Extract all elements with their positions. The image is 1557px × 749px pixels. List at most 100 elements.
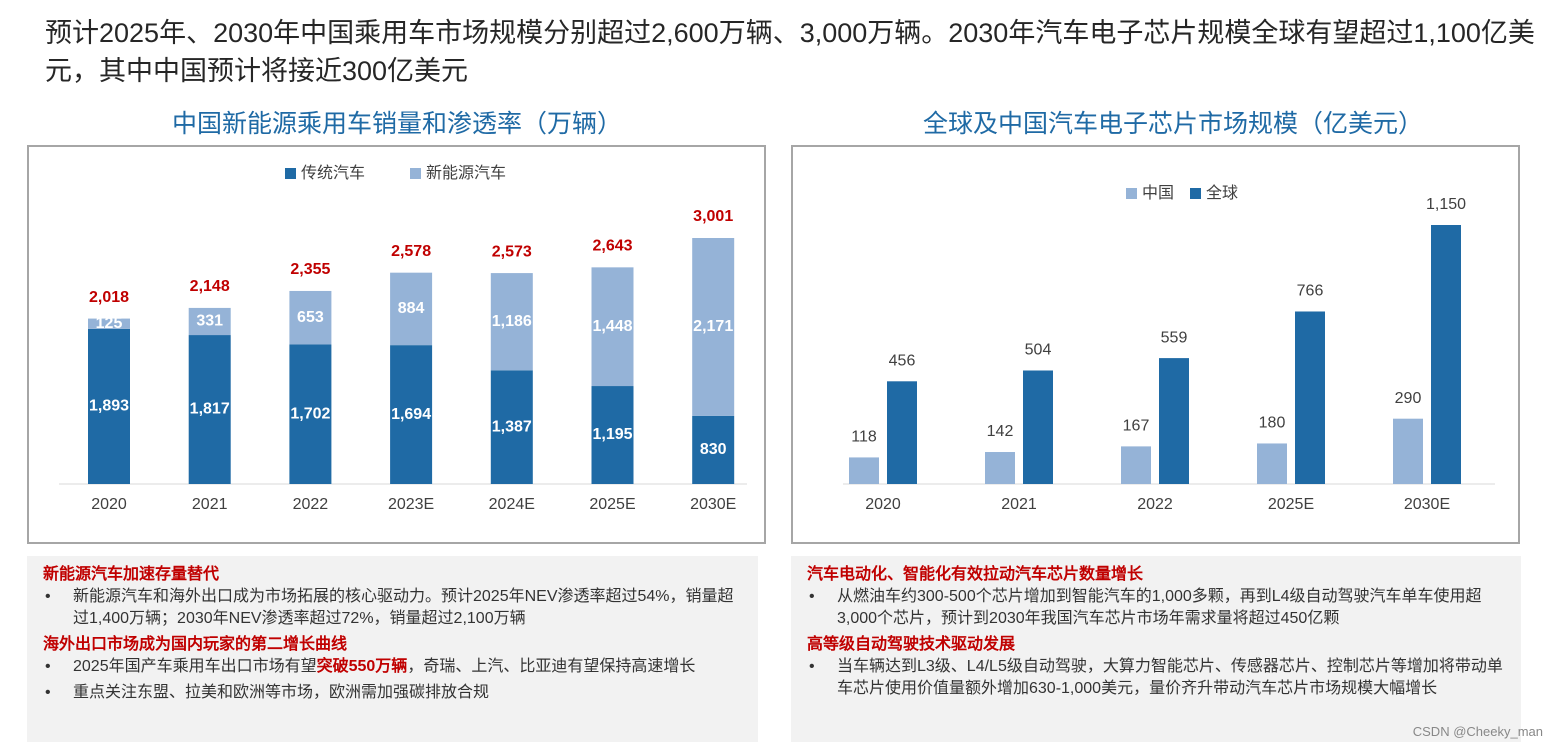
note-text: ，奇瑞、上汽、比亚迪有望保持高速增长 xyxy=(407,658,696,675)
bar xyxy=(1295,311,1325,484)
bar-label: 125 xyxy=(96,315,123,332)
bar-label: 653 xyxy=(297,309,324,326)
watermark: CSDN @Cheeky_man xyxy=(1412,724,1543,739)
bar-segment xyxy=(490,273,533,371)
bar xyxy=(985,452,1015,484)
total-label: 2,355 xyxy=(290,261,330,278)
note-text: 当车辆达到L3级、L4/L5级自动驾驶，大算力智能芯片、传感器芯片、控制芯片等增… xyxy=(837,658,1503,697)
note-bullet: 2025年国产车乘用车出口市场有望突破550万辆，奇瑞、上汽、比亚迪有望保持高速… xyxy=(43,656,744,678)
x-tick-label: 2020 xyxy=(865,496,901,513)
bar-label: 1,387 xyxy=(492,418,532,435)
notes-box: 新能源汽车加速存量替代新能源汽车和海外出口成为市场拓展的核心驱动力。预计2025… xyxy=(27,556,758,742)
bar xyxy=(1159,358,1189,484)
note-bullet: 从燃油车约300-500个芯片增加到智能汽车的1,000多颗，再到L4级自动驾驶… xyxy=(807,586,1507,630)
bar-label: 142 xyxy=(987,423,1014,440)
bar-label: 766 xyxy=(1297,283,1324,300)
chart-title: 全球及中国汽车电子芯片市场规模（亿美元） xyxy=(922,110,1423,138)
total-label: 2,643 xyxy=(592,238,632,255)
bar-segment xyxy=(390,272,433,346)
bar-label: 884 xyxy=(398,300,425,317)
bar-segment xyxy=(289,344,332,484)
bar-label: 1,150 xyxy=(1426,196,1466,213)
bar xyxy=(1257,443,1287,484)
bar-label: 331 xyxy=(196,313,223,330)
note-bullet: 新能源汽车和海外出口成为市场拓展的核心驱动力。预计2025年NEV渗透率超过54… xyxy=(43,586,744,630)
note-text: 突破550万辆 xyxy=(316,658,408,675)
total-label: 3,001 xyxy=(693,208,733,225)
note-heading: 汽车电动化、智能化有效拉动汽车芯片数量增长 xyxy=(807,566,1144,583)
legend-label: 全球 xyxy=(1206,184,1238,202)
note-text: 2025年国产车乘用车出口市场有望 xyxy=(73,658,317,675)
bar-segment xyxy=(88,318,130,329)
note-bullet: 重点关注东盟、拉美和欧洲等市场，欧洲需加强碳排放合规 xyxy=(43,682,744,704)
bar-label: 559 xyxy=(1161,329,1188,346)
bar-label: 1,893 xyxy=(89,398,129,415)
bar-segment xyxy=(188,307,231,336)
notes-box: 汽车电动化、智能化有效拉动汽车芯片数量增长从燃油车约300-500个芯片增加到智… xyxy=(791,556,1521,742)
bar-label: 456 xyxy=(889,353,916,370)
legend-label: 新能源汽车 xyxy=(426,164,506,182)
bar xyxy=(1023,370,1053,484)
x-tick-label: 2030E xyxy=(690,496,736,513)
bar-segment xyxy=(692,415,735,484)
note-text: 新能源汽车和海外出口成为市场拓展的核心驱动力。预计2025年NEV渗透率超过54… xyxy=(73,588,734,627)
slide-title: 预计2025年、2030年中国乘用车市场规模分别超过2,600万辆、3,000万… xyxy=(45,18,1535,86)
chart-panel: 传统汽车 新能源汽车 2020 1,893 125 2,018 2021 1,817 331 2,… xyxy=(27,145,766,544)
bar-label: 1,186 xyxy=(492,313,532,330)
bar-label: 1,817 xyxy=(190,401,230,418)
legend-swatch xyxy=(410,168,421,179)
bar-segment xyxy=(188,335,231,484)
note-heading: 海外出口市场成为国内玩家的第二增长曲线 xyxy=(43,636,348,653)
note-bullet: 当车辆达到L3级、L4/L5级自动驾驶，大算力智能芯片、传感器芯片、控制芯片等增… xyxy=(807,656,1507,700)
total-label: 2,018 xyxy=(89,289,129,306)
x-tick-label: 2022 xyxy=(293,496,329,513)
bar-segment xyxy=(289,290,332,345)
x-tick-label: 2025E xyxy=(1268,496,1314,513)
bar-label: 167 xyxy=(1123,418,1150,435)
bar-label: 1,195 xyxy=(592,426,632,443)
legend-label: 传统汽车 xyxy=(301,164,365,182)
legend-label: 中国 xyxy=(1142,184,1174,202)
bar xyxy=(849,457,879,484)
x-tick-label: 2021 xyxy=(1001,496,1037,513)
x-tick-label: 2025E xyxy=(589,496,635,513)
bar xyxy=(1121,446,1151,484)
bar-label: 830 xyxy=(700,441,727,458)
legend-swatch xyxy=(285,168,296,179)
bar-segment xyxy=(88,328,130,484)
x-tick-label: 2020 xyxy=(91,496,127,513)
bar-segment xyxy=(692,238,735,416)
x-tick-label: 2024E xyxy=(489,496,535,513)
bar-label: 1,702 xyxy=(290,405,330,422)
bar-segment xyxy=(591,267,634,387)
x-tick-label: 2023E xyxy=(388,496,434,513)
bar-segment xyxy=(490,370,533,484)
note-heading: 新能源汽车加速存量替代 xyxy=(43,566,220,583)
bar-label: 180 xyxy=(1259,415,1286,432)
bar-label: 1,694 xyxy=(391,406,431,423)
x-tick-label: 2021 xyxy=(192,496,228,513)
bar-segment xyxy=(390,345,433,484)
legend-swatch xyxy=(1190,188,1201,199)
total-label: 2,578 xyxy=(391,243,431,260)
chart: 传统汽车 新能源汽车 2020 1,893 125 2,018 2021 1,817 331 2,… xyxy=(59,164,747,513)
bar xyxy=(1431,225,1461,484)
bar-label: 2,171 xyxy=(693,318,733,335)
note-text: 从燃油车约300-500个芯片增加到智能汽车的1,000多颗，再到L4级自动驾驶… xyxy=(837,588,1482,627)
chart: 中国 全球 2020 118 456 2021 142 504 2022 167 559 2025E 1… xyxy=(843,184,1495,513)
x-tick-label: 2022 xyxy=(1137,496,1173,513)
chart-panel: 中国 全球 2020 118 456 2021 142 504 2022 167 559 2025E 1… xyxy=(791,145,1520,544)
total-label: 2,573 xyxy=(492,243,532,260)
legend-swatch xyxy=(1126,188,1137,199)
x-tick-label: 2030E xyxy=(1404,496,1450,513)
bar xyxy=(1393,418,1423,484)
bar-label: 118 xyxy=(851,429,877,446)
bar-segment xyxy=(591,386,634,484)
bar-label: 504 xyxy=(1025,342,1052,359)
bar-label: 290 xyxy=(1395,390,1422,407)
total-label: 2,148 xyxy=(190,278,230,295)
bar xyxy=(887,381,917,484)
note-heading: 高等级自动驾驶技术驱动发展 xyxy=(807,636,1016,653)
bar-label: 1,448 xyxy=(592,318,632,335)
note-text: 重点关注东盟、拉美和欧洲等市场，欧洲需加强碳排放合规 xyxy=(73,684,490,701)
